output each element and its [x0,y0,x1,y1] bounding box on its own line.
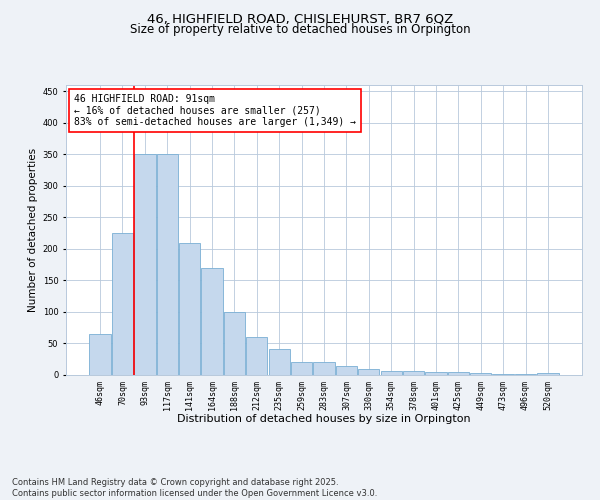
Bar [246,337,268,375]
Y-axis label: Number of detached properties: Number of detached properties [28,148,38,312]
Bar [493,374,514,375]
Bar [313,362,335,375]
Bar [448,372,469,375]
Bar [112,233,133,375]
Text: Size of property relative to detached houses in Orpington: Size of property relative to detached ho… [130,22,470,36]
Bar [291,362,312,375]
Bar [358,370,379,375]
Bar [470,373,491,375]
Bar [515,374,536,375]
Bar [380,370,402,375]
Bar [224,312,245,375]
Bar [537,373,559,375]
Bar [134,154,155,375]
Text: 46 HIGHFIELD ROAD: 91sqm
← 16% of detached houses are smaller (257)
83% of semi-: 46 HIGHFIELD ROAD: 91sqm ← 16% of detach… [74,94,356,127]
Text: Contains HM Land Registry data © Crown copyright and database right 2025.
Contai: Contains HM Land Registry data © Crown c… [12,478,377,498]
Bar [403,370,424,375]
Bar [336,366,357,375]
Bar [179,242,200,375]
Bar [269,348,290,375]
Bar [89,334,111,375]
X-axis label: Distribution of detached houses by size in Orpington: Distribution of detached houses by size … [177,414,471,424]
Bar [425,372,446,375]
Bar [202,268,223,375]
Bar [157,154,178,375]
Text: 46, HIGHFIELD ROAD, CHISLEHURST, BR7 6QZ: 46, HIGHFIELD ROAD, CHISLEHURST, BR7 6QZ [147,12,453,26]
